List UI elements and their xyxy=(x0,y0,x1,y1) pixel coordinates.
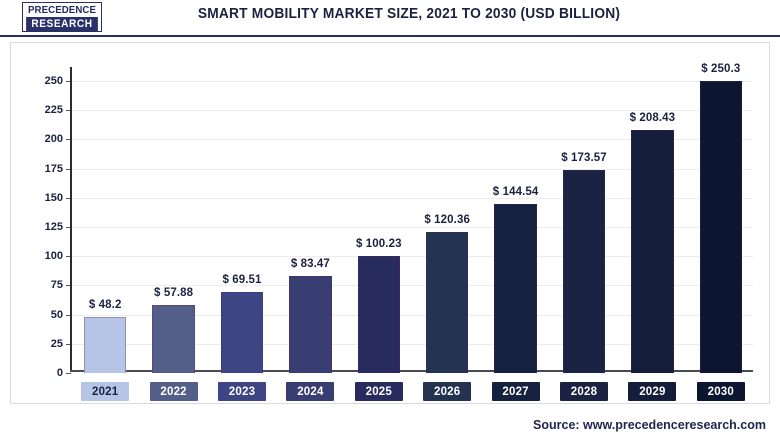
gridline xyxy=(71,227,753,228)
y-axis-tick-mark xyxy=(66,168,71,170)
y-axis-tick-label: 25 xyxy=(50,337,63,350)
source-attribution: Source: www.precedenceresearch.com xyxy=(533,418,766,432)
x-axis-category-2026[interactable]: 2026 xyxy=(423,382,472,401)
y-axis-tick-mark xyxy=(66,81,71,82)
bar-fill xyxy=(562,170,606,373)
bar-value-label: $ 100.23 xyxy=(356,237,402,250)
y-axis-tick-mark xyxy=(66,314,71,316)
y-axis-tick-label: 150 xyxy=(44,191,63,204)
header-divider xyxy=(0,35,780,37)
x-axis-line xyxy=(70,370,753,372)
gridline xyxy=(71,139,753,141)
bar[interactable] xyxy=(152,305,195,373)
gridline xyxy=(71,168,753,170)
y-axis-tick-mark xyxy=(66,227,71,228)
bar-value-label: $ 83.47 xyxy=(290,257,330,270)
x-axis-category-2024[interactable]: 2024 xyxy=(286,382,335,401)
bar-fill xyxy=(425,232,469,373)
logo-line2: RESEARCH xyxy=(26,17,98,31)
precedence-research-logo: PRECEDENCE RESEARCH xyxy=(22,2,102,32)
y-axis-tick-label: 200 xyxy=(44,133,63,146)
y-axis-tick-label: 125 xyxy=(44,221,63,233)
gridline xyxy=(71,197,753,199)
bar-value-label: $ 120.36 xyxy=(424,214,470,227)
y-axis-tick-label: 100 xyxy=(44,250,63,263)
gridline xyxy=(71,256,753,258)
chart-frame: 0 25 50 75 100 125 150 175 200 225 250 $ 48.2 $ 57.… xyxy=(10,42,770,404)
bar-value-label: $ 57.88 xyxy=(154,287,194,300)
x-axis-category-2025[interactable]: 2025 xyxy=(354,382,403,401)
bar-fill xyxy=(152,305,195,373)
bar-fill xyxy=(83,316,127,373)
y-axis-tick-mark xyxy=(66,373,71,374)
y-axis-tick-mark xyxy=(66,197,71,199)
gridline xyxy=(71,110,753,112)
y-axis-tick-label: 0 xyxy=(56,367,63,379)
x-axis-category-2022[interactable]: 2022 xyxy=(149,382,198,401)
y-axis-tick-mark xyxy=(66,256,71,258)
bar-value-label: $ 48.2 xyxy=(88,298,122,311)
bar[interactable] xyxy=(289,275,332,373)
bar-value-label: $ 250.3 xyxy=(701,62,741,75)
bar[interactable] xyxy=(631,129,674,373)
bar-value-label: $ 69.51 xyxy=(222,273,262,286)
bar[interactable] xyxy=(699,80,742,373)
x-axis-category-2030[interactable]: 2030 xyxy=(696,382,745,401)
y-axis-tick-label: 75 xyxy=(50,279,63,292)
y-axis-tick-mark xyxy=(66,343,71,345)
gridline xyxy=(71,343,753,345)
logo-line1: PRECEDENCE xyxy=(26,3,98,17)
bar-value-label: $ 173.57 xyxy=(561,152,607,165)
bar[interactable] xyxy=(425,232,469,373)
x-axis-category-2028[interactable]: 2028 xyxy=(560,382,608,401)
bar-fill xyxy=(289,275,332,373)
bar-fill xyxy=(631,129,674,373)
x-axis-category-2021[interactable]: 2021 xyxy=(81,382,130,401)
bar-fill xyxy=(494,204,537,373)
page-title: SMART MOBILITY MARKET SIZE, 2021 TO 2030… xyxy=(197,6,621,22)
bar[interactable] xyxy=(562,170,606,373)
bar[interactable] xyxy=(83,316,127,373)
y-axis-line xyxy=(70,67,72,371)
header: PRECEDENCE RESEARCH SMART MOBILITY MARKE… xyxy=(0,0,780,37)
y-axis-tick-mark xyxy=(66,285,71,287)
x-axis-category-2023[interactable]: 2023 xyxy=(218,382,266,401)
bar-fill xyxy=(220,291,264,373)
bar-fill xyxy=(357,255,400,373)
x-axis-category-2029[interactable]: 2029 xyxy=(628,382,677,401)
y-axis-tick-mark xyxy=(66,110,71,112)
y-axis-tick-label: 175 xyxy=(44,162,63,175)
y-axis-tick-label: 225 xyxy=(44,104,63,117)
y-axis-tick-label: 50 xyxy=(50,308,63,321)
y-axis-tick-mark xyxy=(66,139,71,141)
bar-fill xyxy=(699,80,742,373)
gridline xyxy=(71,285,753,287)
bar[interactable] xyxy=(494,204,537,373)
bar[interactable] xyxy=(220,291,264,373)
gridline xyxy=(71,314,753,316)
x-axis-category-2027[interactable]: 2027 xyxy=(491,382,540,401)
bar-value-label: $ 144.54 xyxy=(492,186,539,199)
gridline xyxy=(71,81,753,82)
bar[interactable] xyxy=(357,255,400,373)
bar-value-label: $ 208.43 xyxy=(629,111,676,124)
y-axis-tick-label: 250 xyxy=(44,75,63,87)
